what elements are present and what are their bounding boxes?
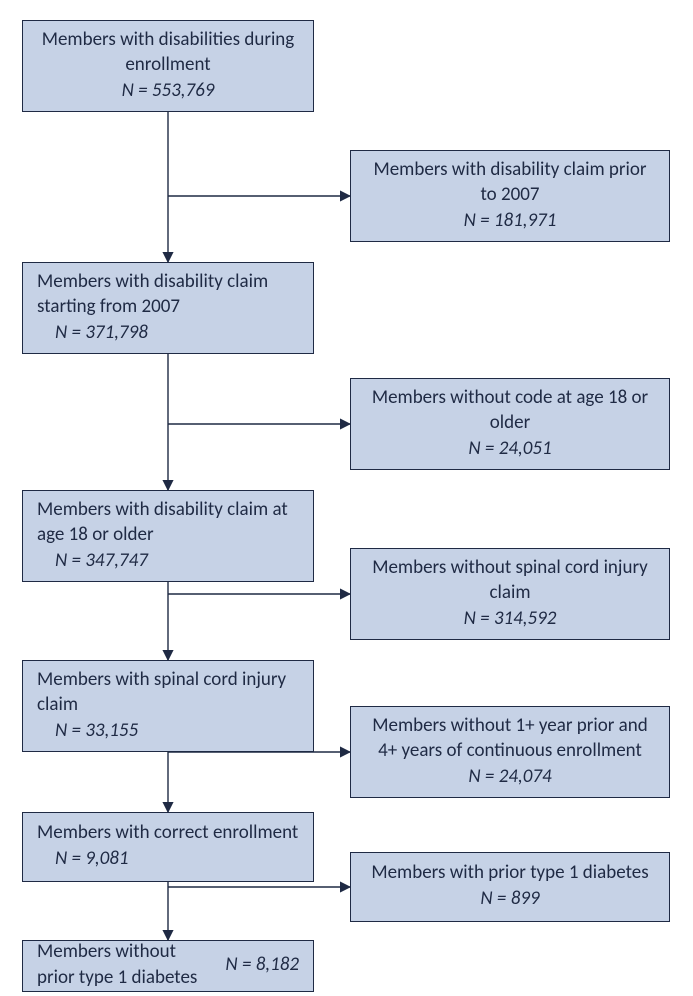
node-label: Members without prior type 1 diabetes	[37, 939, 215, 990]
node-n-value: N = 24,074	[365, 764, 655, 790]
flow-node-n2: Members with disability claim starting f…	[22, 262, 314, 354]
node-label: Members with disability claim at age 18 …	[37, 497, 299, 548]
node-label: Members with spinal cord injury claim	[37, 667, 299, 718]
node-label: Members with disability claim prior to 2…	[365, 157, 655, 208]
node-n-value: N = 8,182	[215, 952, 299, 978]
node-n-value: N = 347,747	[37, 548, 299, 574]
flow-node-s3: Members without spinal cord injury claim…	[350, 548, 670, 640]
flow-node-n1: Members with disabilities during enrollm…	[22, 20, 314, 112]
node-label: Members with disability claim starting f…	[37, 269, 299, 320]
node-n-value: N = 553,769	[37, 78, 299, 104]
flow-node-s2: Members without code at age 18 or olderN…	[350, 378, 670, 470]
flow-node-s1: Members with disability claim prior to 2…	[350, 150, 670, 242]
node-n-value: N = 9,081	[37, 846, 299, 872]
node-n-value: N = 33,155	[37, 718, 299, 744]
node-n-value: N = 371,798	[37, 320, 299, 346]
node-label: Members without code at age 18 or older	[365, 385, 655, 436]
node-n-value: N = 899	[365, 886, 655, 912]
flow-node-n4: Members with spinal cord injury claimN =…	[22, 660, 314, 752]
flow-node-n5: Members with correct enrollmentN = 9,081	[22, 812, 314, 882]
node-label: Members with prior type 1 diabetes	[365, 860, 655, 886]
node-n-value: N = 314,592	[365, 606, 655, 632]
flow-node-s4: Members without 1+ year prior and 4+ yea…	[350, 706, 670, 798]
node-n-value: N = 24,051	[365, 436, 655, 462]
node-label: Members with disabilities during enrollm…	[37, 27, 299, 78]
node-n-value: N = 181,971	[365, 208, 655, 234]
flow-node-n3: Members with disability claim at age 18 …	[22, 490, 314, 582]
node-label: Members without spinal cord injury claim	[365, 555, 655, 606]
flowchart-canvas: Members with disabilities during enrollm…	[0, 0, 693, 996]
node-label: Members without 1+ year prior and 4+ yea…	[365, 713, 655, 764]
flow-node-n6: Members without prior type 1 diabetesN =…	[22, 940, 314, 992]
flow-node-s5: Members with prior type 1 diabetesN = 89…	[350, 852, 670, 922]
node-label: Members with correct enrollment	[37, 820, 299, 846]
